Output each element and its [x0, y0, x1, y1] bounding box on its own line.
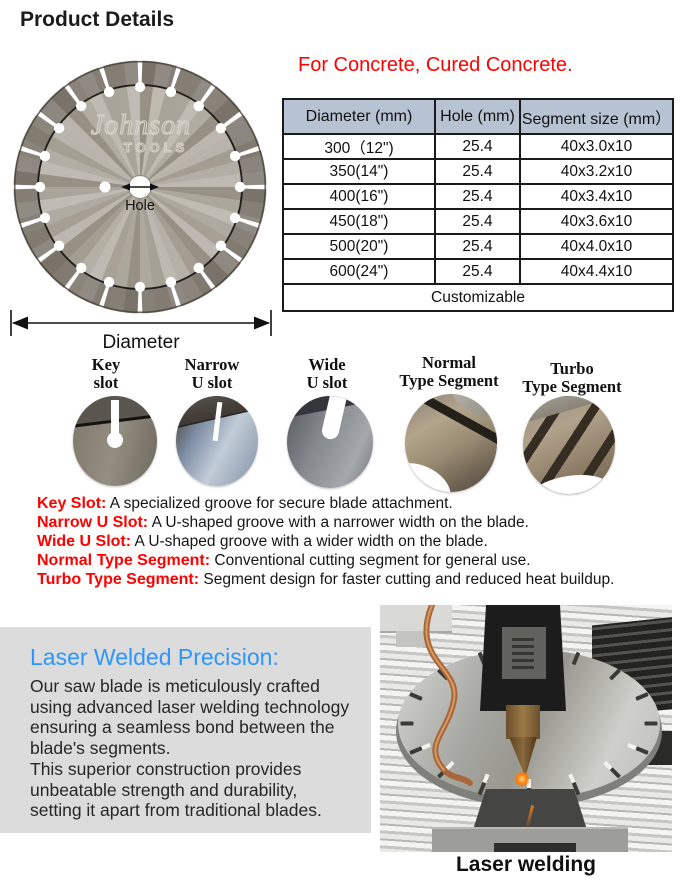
normal-segment-image — [405, 394, 497, 492]
desc-turbo-segment: Turbo Type Segment: Segment design for f… — [37, 570, 667, 589]
cell-segment: 40x3.0x10 — [519, 133, 674, 160]
cell-diameter: 500(20") — [282, 233, 436, 260]
turbo-segment-image — [523, 396, 615, 494]
weld-spark — [514, 771, 530, 787]
feature-descriptions: Key Slot: A specialized groove for secur… — [37, 494, 667, 589]
desc-label: Wide U Slot: — [37, 533, 132, 550]
slot-title-wide: Wide U slot — [306, 355, 348, 393]
desc-label: Key Slot: — [37, 495, 107, 512]
laser-welding-caption: Laser welding — [455, 853, 597, 876]
slot-title-narrow: Narrow U slot — [184, 355, 240, 393]
desc-text: Conventional cutting segment for general… — [210, 552, 531, 569]
slot-title-normal: Normal Type Segment — [399, 353, 499, 391]
table-row: 400(16") 25.4 40x3.4x10 — [282, 183, 674, 210]
laser-welding-photo — [380, 605, 672, 852]
desc-text: A U-shaped groove with a wider width on … — [131, 533, 488, 550]
hole-label: Hole — [125, 198, 155, 214]
cell-segment: 40x4.4x10 — [519, 258, 674, 285]
cell-diameter: 450(18") — [282, 208, 436, 235]
desc-label: Turbo Type Segment: — [37, 571, 200, 588]
cell-hole: 25.4 — [434, 233, 521, 260]
spec-table: Diameter (mm) Hole (mm) Segment size (mm… — [282, 98, 674, 312]
col-header-hole: Hole (mm) — [434, 98, 521, 135]
col-header-diameter: Diameter (mm) — [282, 98, 436, 135]
desc-text: A U-shaped groove with a narrower width … — [148, 514, 529, 531]
cell-segment: 40x3.2x10 — [519, 158, 674, 185]
col-header-segment: Segment size (mm） — [519, 98, 674, 135]
blade-brand-line2: TOOLS — [124, 140, 189, 155]
saw-blade-image: Johnson TOOLS Hole Diameter — [10, 60, 272, 353]
cell-hole: 25.4 — [434, 258, 521, 285]
key-slot-hole — [107, 432, 123, 448]
page-title: Product Details — [20, 8, 175, 31]
desc-text: A specialized groove for secure blade at… — [106, 495, 453, 512]
blade-rendering — [13, 60, 267, 314]
laser-nozzle — [506, 705, 540, 739]
laser-panel-body: Our saw blade is meticulously crafted us… — [30, 676, 350, 821]
spec-table-header-row: Diameter (mm) Hole (mm) Segment size (mm… — [282, 98, 674, 135]
saw-blade-diagram: Johnson TOOLS Hole Diameter — [8, 48, 278, 353]
table-row: 600(24") 25.4 40x4.4x10 — [282, 258, 674, 285]
desc-normal-segment: Normal Type Segment: Conventional cuttin… — [37, 551, 667, 570]
narrow-u-slot-image — [176, 396, 258, 486]
diameter-label: Diameter — [102, 332, 180, 352]
desc-wide-u-slot: Wide U Slot: A U-shaped groove with a wi… — [37, 532, 667, 551]
cell-hole: 25.4 — [434, 133, 521, 160]
desc-label: Narrow U Slot: — [37, 514, 149, 531]
key-slot-image — [73, 396, 157, 486]
cell-hole: 25.4 — [434, 158, 521, 185]
table-footer-row: Customizable — [282, 283, 674, 312]
table-row: 450(18") 25.4 40x3.6x10 — [282, 208, 674, 235]
wide-u-slot-image — [287, 396, 373, 488]
cell-diameter: 350(14") — [282, 158, 436, 185]
desc-narrow-u-slot: Narrow U Slot: A U-shaped groove with a … — [37, 513, 667, 532]
product-subtitle: For Concrete, Cured Concrete. — [298, 54, 573, 76]
cell-diameter: 400(16") — [282, 183, 436, 210]
cell-hole: 25.4 — [434, 183, 521, 210]
cell-segment: 40x3.4x10 — [519, 183, 674, 210]
hole-dimension-arrow — [121, 183, 159, 191]
laser-panel: Laser Welded Precision: Our saw blade is… — [0, 627, 371, 833]
cell-diameter: 300（12") — [282, 133, 436, 160]
slot-title-turbo: Turbo Type Segment — [522, 359, 622, 397]
customizable-cell: Customizable — [282, 283, 674, 312]
desc-text: Segment design for faster cutting and re… — [199, 571, 615, 588]
cell-diameter: 600(24") — [282, 258, 436, 285]
desc-label: Normal Type Segment: — [37, 552, 211, 569]
table-row: 300（12") 25.4 40x3.0x10 — [282, 133, 674, 160]
cell-segment: 40x4.0x10 — [519, 233, 674, 260]
desc-key-slot: Key Slot: A specialized groove for secur… — [37, 494, 667, 513]
laser-panel-heading: Laser Welded Precision: — [30, 644, 279, 670]
blade-brand-line1: Johnson — [91, 110, 191, 141]
copper-wire — [423, 605, 473, 786]
slot-title-key: Key slot — [91, 355, 121, 393]
table-row: 350(14") 25.4 40x3.2x10 — [282, 158, 674, 185]
cell-segment: 40x3.6x10 — [519, 208, 674, 235]
table-row: 500(20") 25.4 40x4.0x10 — [282, 233, 674, 260]
cell-hole: 25.4 — [434, 208, 521, 235]
diameter-dimension-arrow — [10, 310, 272, 336]
blade-pin-hole — [99, 181, 111, 193]
